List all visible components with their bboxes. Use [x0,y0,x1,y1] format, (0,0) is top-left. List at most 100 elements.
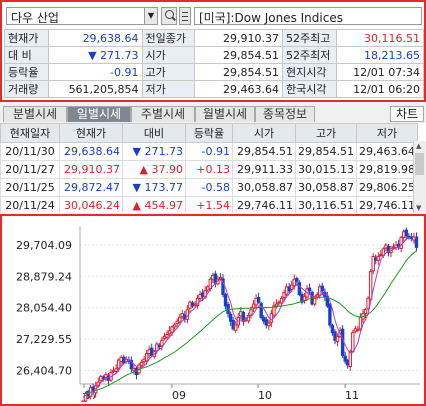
quote-label: 등락율 [4,63,49,81]
quote-row: 대 비 ▼ 271.73 시가 29,854.51 52주최저 18,213.65 [4,46,425,64]
candle-body [122,356,126,364]
x-tick-label: 09 [172,389,186,402]
candle-body [132,367,136,371]
tab-monthly[interactable]: 월별시세 [195,106,255,122]
candle-body [150,347,154,356]
candle-body [172,324,177,328]
candle-body [129,359,134,370]
candle-body [170,326,174,333]
candle-body [353,328,358,332]
table-row[interactable]: 20/11/27 29,910.37 ▲ 37.90 +0.13 29,911.33 30… [0,160,418,179]
candle-body [399,236,403,249]
candle-body [366,297,370,309]
candle-body [114,368,118,372]
tab-stock-info[interactable]: 종목정보 [255,106,315,122]
column-header[interactable]: 대비 [122,123,186,143]
quote-label: 현지시각 [282,63,337,81]
candle-body [351,332,355,353]
candle-body [221,278,225,296]
candle-body [320,285,324,292]
candle-body [402,231,406,238]
table-cell: ▼ 271.73 [122,142,186,161]
y-tick-label: 27,229.55 [16,333,72,346]
column-header[interactable]: 현재일자 [0,123,60,143]
candle-body [167,330,172,335]
table-cell: -0.91 [185,142,233,161]
candle-body [208,278,212,289]
candle-body [200,292,205,297]
table-cell: 30,116.51 [295,196,357,213]
candle-body [254,297,258,306]
candle-body [104,373,108,379]
candle-body [99,375,103,382]
candle-body [147,349,151,355]
candle-body [190,302,195,307]
table-row[interactable]: 20/11/25 29,872.47 ▼ 173.77 -0.58 30,058.87 3… [0,178,418,197]
candle-body [318,286,322,296]
candle-body [256,297,261,303]
candle-body [180,313,184,318]
candle-body [269,313,274,323]
candle-body [325,295,330,307]
table-cell: 30,046.24 [59,196,123,213]
table-cell: 29,746.11 [356,196,418,213]
candle-body [330,325,335,334]
quote-table: 현재가 29,638.64 전일종가 29,910.37 52주최고 30,116.51 대… [4,29,425,98]
candle-body [142,358,146,363]
table-cell: 20/11/30 [0,142,60,161]
quote-label: 시가 [141,46,196,64]
candle-body [272,305,276,316]
candle-body [139,361,144,367]
tab-daily[interactable]: 일별시세 [67,106,131,122]
table-cell: 29,854.51 [232,142,296,161]
candle-body [414,236,419,248]
stock-selector[interactable]: 다우 산업 [6,7,158,25]
column-header[interactable]: 등락율 [185,123,233,143]
candle-body [160,339,164,347]
table-row[interactable]: 20/11/30 29,638.64 ▼ 271.73 -0.91 29,854.51 2… [0,142,418,161]
candle-body [157,345,162,348]
table-cell: 29,910.37 [59,160,123,179]
scroll-down-icon[interactable]: ▼ [416,204,422,212]
table-row[interactable]: 20/11/24 30,046.24 ▲ 454.97 +1.54 29,746.11 3… [0,196,418,213]
list-icon[interactable] [179,7,191,25]
x-tick-label: 11 [345,389,359,402]
candle-body [374,257,378,261]
table-cell: 29,872.47 [59,178,123,197]
candle-body [274,303,279,307]
column-header[interactable]: 저가 [356,123,418,143]
candle-body [371,255,375,272]
search-icon[interactable] [161,7,177,25]
candle-body [231,319,235,330]
candle-body [234,324,238,331]
dropdown-arrow-icon[interactable]: ▼ [144,7,158,25]
scroll-up-icon[interactable]: ▲ [416,142,422,150]
table-cell: 30,015.13 [295,160,357,179]
quote-row: 등락율 -0.91 고가 29,854.51 현지시각 12/01 07:34 [4,63,425,81]
column-header[interactable]: 고가 [295,123,357,143]
table-cell: 29,819.98 [356,160,418,179]
candle-body [259,303,263,318]
tab-bar: 분별시세 일별시세 주별시세 월별시세 종목정보 차트 [0,104,426,122]
candle-body [297,282,302,296]
column-header[interactable]: 현재가 [59,123,123,143]
table-cell: 29,854.51 [295,142,357,161]
candle-body [379,254,383,257]
tab-weekly[interactable]: 주별시세 [131,106,195,122]
candle-body [188,301,192,309]
table-cell: 30,058.87 [295,178,357,197]
y-tick-label: 28,879.24 [16,270,72,283]
table-cell: 29,463.64 [356,142,418,161]
table-cell: ▼ 173.77 [122,178,186,197]
quote-value: 12/01 07:34 [335,63,425,81]
chart-button[interactable]: 차트 [390,106,424,122]
candle-body [384,244,388,249]
tab-minute[interactable]: 분별시세 [3,106,67,122]
vertical-scrollbar[interactable]: ▲ ▼ [413,141,426,213]
candlestick-chart[interactable]: 29,704.09 28,879.24 28,054.40 27,229.55 26,4… [4,218,422,402]
candle-body [292,278,296,287]
scroll-thumb[interactable] [415,153,424,175]
candle-body [198,294,202,299]
column-header[interactable]: 시가 [232,123,296,143]
x-tick-label: 10 [258,389,272,402]
